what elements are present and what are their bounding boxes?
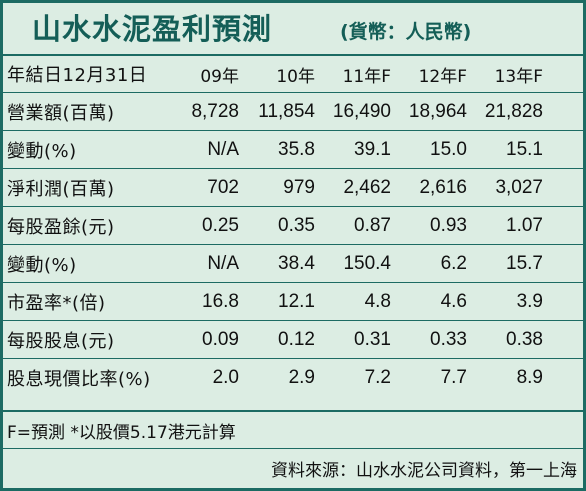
header-year: 10年 [276, 66, 315, 87]
row-label: 每股股息(元) [7, 330, 115, 352]
table-cell: 12.1 [278, 290, 315, 312]
table-cell: 38.4 [278, 252, 315, 274]
table-row: 營業額(百萬) 8,728 11,854 16,490 18,964 21,82… [3, 92, 583, 130]
table-cell: 2.0 [212, 366, 239, 388]
table-cell: N/A [207, 138, 239, 160]
row-label: 營業額(百萬) [7, 102, 115, 124]
row-label: 每股盈餘(元) [7, 216, 115, 238]
table-row: 變動(%) N/A 35.8 39.1 15.0 15.1 [3, 130, 583, 168]
table-cell: 8,728 [191, 100, 239, 122]
table-cell: 3,027 [495, 176, 543, 198]
table-cell: 18,964 [408, 100, 467, 122]
header-year: 13年F [494, 66, 543, 87]
table-cell: 0.12 [278, 328, 315, 350]
header-year: 12年F [418, 66, 467, 87]
table-cell: 3.9 [516, 290, 543, 312]
page-title: 山水水泥盈利預測 [32, 12, 273, 46]
table-cell: 0.25 [202, 214, 239, 236]
table-cell: 2,616 [419, 176, 467, 198]
row-label: 淨利潤(百萬) [7, 178, 115, 200]
table-cell: 39.1 [354, 138, 391, 160]
source-note: 資料來源：山水水泥公司資料，第一上海 [3, 448, 583, 488]
row-label: 市盈率*(倍) [7, 292, 106, 314]
row-label: 變動(%) [7, 254, 77, 276]
table-cell: 0.33 [430, 328, 467, 350]
table-cell: 702 [207, 176, 239, 198]
table-cell: 4.6 [440, 290, 467, 312]
table-row: 股息現價比率(%) 2.0 2.9 7.2 7.7 8.9 [3, 358, 583, 396]
table-cell: 4.8 [364, 290, 391, 312]
header-year: 09年 [200, 66, 239, 87]
table-cell: 15.7 [506, 252, 543, 274]
row-label: 變動(%) [7, 140, 77, 162]
table-cell: 0.38 [506, 328, 543, 350]
table-cell: 2.9 [288, 366, 315, 388]
table-row: 每股股息(元) 0.09 0.12 0.31 0.33 0.38 [3, 320, 583, 358]
footnote: F=預測 *以股價5.17港元計算 [3, 410, 583, 448]
table-cell: 150.4 [343, 252, 391, 274]
table-cell: 7.7 [440, 366, 467, 388]
table-row: 市盈率*(倍) 16.8 12.1 4.8 4.6 3.9 [3, 282, 583, 320]
table-cell: 16,490 [332, 100, 391, 122]
table-cell: 35.8 [278, 138, 315, 160]
table-header-row: 年結日12月31日 09年 10年 11年F 12年F 13年F [3, 54, 583, 92]
table-cell: 0.93 [430, 214, 467, 236]
table-cell: 1.07 [506, 214, 543, 236]
table-row: 淨利潤(百萬) 702 979 2,462 2,616 3,027 [3, 168, 583, 206]
table-cell: N/A [207, 252, 239, 274]
table-cell: 21,828 [484, 100, 543, 122]
table-cell: 6.2 [440, 252, 467, 274]
table-cell: 7.2 [364, 366, 391, 388]
header-label: 年結日12月31日 [7, 65, 148, 86]
table-row: 變動(%) N/A 38.4 150.4 6.2 15.7 [3, 244, 583, 282]
row-label: 股息現價比率(%) [7, 368, 151, 390]
table-row: 每股盈餘(元) 0.25 0.35 0.87 0.93 1.07 [3, 206, 583, 244]
table-cell: 11,854 [258, 100, 315, 122]
table-cell: 16.8 [202, 290, 239, 312]
table-cell: 0.09 [202, 328, 239, 350]
table-cell: 15.1 [506, 138, 543, 160]
header-year: 11年F [342, 66, 391, 87]
table-cell: 0.35 [278, 214, 315, 236]
table-cell: 15.0 [430, 138, 467, 160]
title-bar: 山水水泥盈利預測 (貨幣：人民幣) [3, 3, 583, 54]
table-cell: 0.87 [354, 214, 391, 236]
forecast-table: 年結日12月31日 09年 10年 11年F 12年F 13年F 營業額(百萬)… [3, 54, 583, 396]
table-cell: 979 [283, 176, 315, 198]
currency-note: (貨幣：人民幣) [340, 21, 472, 43]
table-cell: 0.31 [354, 328, 391, 350]
table-cell: 8.9 [516, 366, 543, 388]
table-cell: 2,462 [343, 176, 391, 198]
